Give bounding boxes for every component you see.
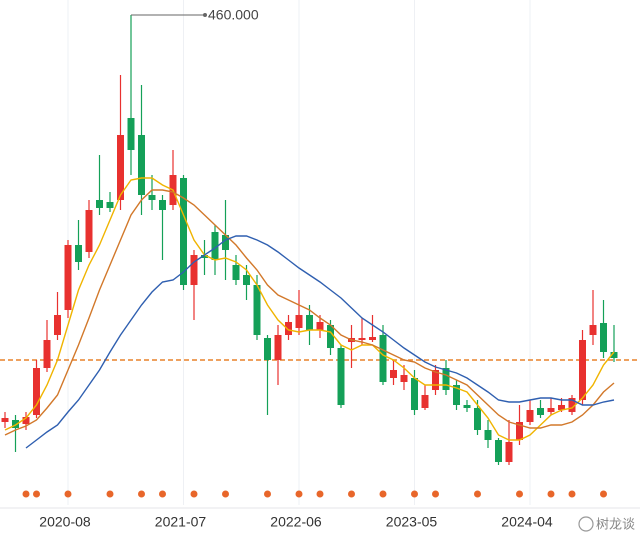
candle-body (568, 398, 576, 412)
candle-body (106, 202, 114, 208)
candle-body (505, 442, 513, 462)
max-dot (203, 13, 207, 17)
candle-body (327, 325, 334, 348)
x-tick-label: 2020-08 (39, 514, 91, 530)
candle-body (12, 420, 19, 428)
candle-body (390, 370, 397, 378)
candle-body (432, 370, 439, 390)
event-marker (222, 490, 229, 498)
candle-body (589, 325, 597, 335)
candle-body (600, 323, 607, 352)
event-marker (432, 490, 439, 498)
candle-body (96, 200, 103, 208)
candle-body (1, 418, 9, 422)
candle-body (43, 340, 51, 368)
candle-body (22, 417, 30, 424)
candle-body (558, 405, 565, 410)
candle-body (159, 200, 166, 210)
candle-body (495, 440, 502, 462)
candle-body (453, 385, 460, 405)
event-marker (190, 490, 198, 498)
candle-body (117, 135, 124, 200)
candle-body (484, 430, 492, 440)
candle-body (190, 255, 198, 285)
candle-body (474, 408, 481, 430)
candle-body (379, 335, 387, 382)
x-tick-label: 2022-06 (270, 514, 322, 530)
candle-body (222, 235, 229, 250)
candle-body (127, 118, 135, 150)
event-marker (568, 490, 576, 498)
max-label: 460.000 (208, 7, 259, 23)
x-tick-label: 2024-04 (501, 514, 553, 530)
candle-body (243, 275, 250, 285)
candle-body (547, 408, 555, 412)
moving-average-line (4, 177, 615, 441)
candle-body (253, 285, 261, 335)
candle-body (148, 195, 156, 200)
candle-body (201, 255, 208, 258)
candle-body (411, 378, 418, 410)
candle-body (337, 348, 345, 405)
event-marker (64, 490, 72, 498)
event-marker (316, 490, 324, 498)
candle-body (264, 338, 271, 360)
event-marker (138, 490, 145, 498)
moving-average-line (4, 189, 615, 436)
candle-body (138, 135, 145, 195)
candle-body (537, 408, 544, 415)
candle-body (579, 340, 586, 400)
candle-body (526, 410, 534, 422)
candle-body (274, 335, 282, 360)
watermark-icon (578, 516, 594, 532)
candle-body (33, 368, 40, 415)
candle-body (306, 315, 313, 330)
candle-body (516, 422, 523, 440)
x-tick-label: 2021-07 (155, 514, 207, 530)
candle-body (295, 315, 303, 328)
event-marker (22, 490, 30, 498)
watermark: 树龙谈 (596, 516, 635, 531)
candle-body (442, 368, 450, 390)
candle-body (421, 395, 429, 408)
candle-body (211, 232, 219, 260)
x-tick-label: 2023-05 (386, 514, 438, 530)
candle-body (369, 337, 376, 340)
event-marker (264, 490, 271, 498)
event-marker (159, 490, 166, 498)
candle-body (463, 405, 471, 408)
event-marker (106, 490, 114, 498)
moving-average-line (25, 235, 615, 449)
candle-body (358, 338, 366, 340)
candle-body (75, 245, 82, 262)
candle-body (85, 210, 93, 252)
candle-body (610, 352, 618, 358)
event-marker (348, 490, 355, 498)
event-marker (411, 490, 418, 498)
candle-body (64, 245, 72, 310)
event-marker (295, 490, 303, 498)
candle-body (400, 375, 408, 382)
candle-body (54, 315, 61, 335)
candle-body (285, 322, 292, 335)
event-marker (474, 490, 481, 498)
candle-body (180, 178, 187, 285)
event-marker (33, 490, 40, 498)
event-marker (547, 490, 555, 498)
candle-body (232, 265, 240, 280)
event-marker (600, 490, 607, 498)
event-marker (379, 490, 387, 498)
event-marker (516, 490, 523, 498)
candle-body (316, 322, 324, 330)
